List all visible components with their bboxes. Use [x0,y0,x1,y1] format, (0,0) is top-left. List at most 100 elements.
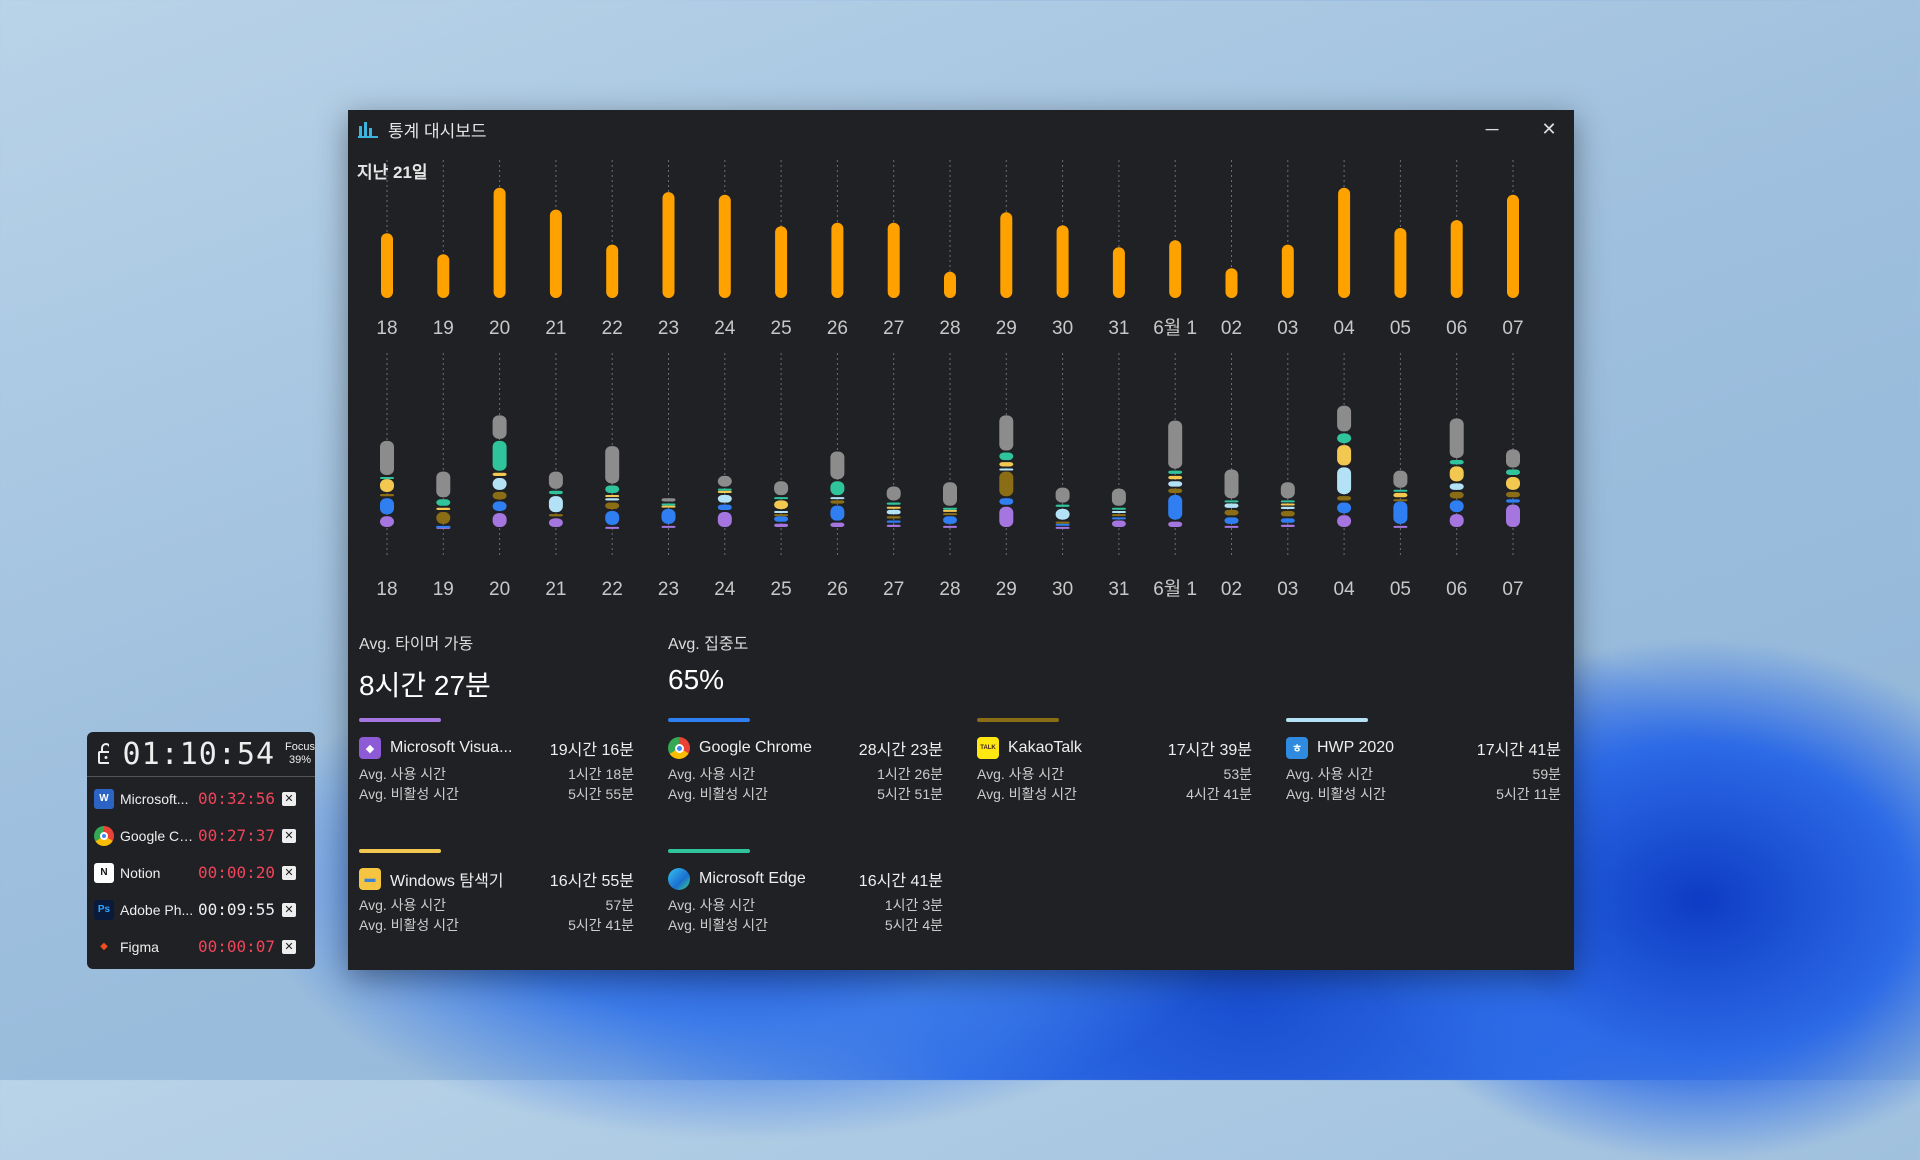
timer-bar [1338,187,1351,298]
x-tick-label: 23 [658,318,679,339]
timer-bar [718,194,731,298]
tracked-app-row[interactable]: W Microsoft... 00:32:56 ✕ [87,780,315,817]
x-tick-label: 27 [883,579,904,600]
avg-idle-value: 4시간 41분 [1186,786,1252,802]
app-usage-segment [943,516,957,524]
tracked-app-name: Adobe Ph... [120,901,194,918]
app-usage-segment [774,497,789,500]
app-usage-segment [605,502,620,509]
app-usage-segment [774,481,789,496]
app-usage-segment [661,508,676,524]
app-color-bar [668,849,750,853]
app-usage-segment [717,512,732,527]
focus-value: 39% [289,754,312,766]
minimize-button[interactable]: ─ [1485,118,1499,139]
timer-bar [1225,268,1238,298]
app-usage-segment [492,472,507,476]
remove-app-button[interactable]: ✕ [282,865,296,880]
app-usage-segment [1393,525,1408,528]
app-usage-segment [774,516,789,522]
app-usage-segment [1224,509,1239,516]
tracked-app-row[interactable]: N Notion 00:00:20 ✕ [87,854,315,891]
x-tick-label: 18 [376,579,397,600]
app-usage-segment [661,503,676,506]
remove-app-button[interactable]: ✕ [282,939,296,954]
avg-focus-value: 65% [668,664,725,695]
app-usage-segment [830,522,845,527]
app-usage-segment [943,509,957,512]
chrome-icon [668,737,690,759]
app-color-bar [359,718,441,722]
app-usage-segment [717,488,732,491]
title-bar: 통계 대시보드 [348,110,1574,148]
tracked-app-row[interactable]: ◆ Figma 00:00:07 ✕ [87,928,315,965]
avg-idle-value: 5시간 55분 [568,786,634,802]
unlock-icon[interactable] [97,743,109,765]
x-tick-label: 6월 1 [1153,317,1197,339]
avg-idle-label: Avg. 비활성 시간 [359,917,459,933]
avg-use-label: Avg. 사용 시간 [359,897,447,913]
avg-use-value: 57분 [605,897,634,913]
x-tick-label: 31 [1108,318,1129,339]
avg-use-label: Avg. 사용 시간 [359,766,447,782]
x-tick-label: 05 [1390,579,1411,600]
kakaotalk-icon: TALK [977,737,999,759]
avg-idle-value: 5시간 41분 [568,917,634,933]
x-tick-label: 03 [1277,318,1298,339]
app-usage-segment [548,496,563,513]
app-usage-segment [1111,507,1126,510]
app-color-bar [1286,718,1368,722]
app-name: HWP 2020 [1317,739,1395,756]
app-usage-segment [774,500,789,509]
app-usage-segment [774,514,789,517]
app-usage-segment [1055,523,1070,526]
app-usage-segment [1168,420,1183,469]
app-usage-segment [1337,496,1352,501]
app-card: ▬ Windows 탐색기 16시간 55분 Avg. 사용 시간 57분 Avg.… [359,849,634,934]
app-usage-segment [886,524,901,527]
app-usage-segment [380,440,394,475]
focus-percent: Focus 39% [285,741,315,767]
app-usage-segment [1280,524,1295,527]
app-usage-segment [1393,470,1408,488]
edge-icon [668,868,690,890]
app-usage-segment [886,486,901,501]
x-tick-label: 20 [489,579,510,600]
remove-app-button[interactable]: ✕ [282,828,296,843]
app-usage-segment [886,502,901,505]
app-usage-segment [1224,503,1239,508]
app-usage-segment [661,525,676,528]
app-usage-segment [436,499,451,506]
timer-bar [1169,240,1182,298]
x-tick-label: 29 [996,579,1017,600]
avg-idle-label: Avg. 비활성 시간 [359,786,459,802]
x-tick-label: 26 [827,318,848,339]
app-usage-segment [380,479,394,492]
remove-app-button[interactable]: ✕ [282,791,296,806]
app-total-time: 16시간 55분 [549,873,634,890]
x-tick-label: 19 [433,579,454,600]
avg-use-value: 53분 [1223,766,1252,782]
close-button[interactable]: ✕ [1541,118,1557,139]
avg-idle-value: 5시간 11분 [1496,786,1561,802]
avg-use-value: 1시간 18분 [568,766,634,782]
app-usage-segment [943,513,957,516]
tracked-app-row[interactable]: Google Ch... 00:27:37 ✕ [87,817,315,854]
x-tick-label: 05 [1390,318,1411,339]
x-tick-label: 31 [1108,579,1129,600]
x-tick-label: 25 [771,579,792,600]
app-usage-segment [436,471,451,498]
x-tick-label: 18 [376,318,397,339]
app-usage-segment [380,493,394,497]
remove-app-button[interactable]: ✕ [282,902,296,917]
x-tick-label: 21 [545,318,566,339]
app-usage-segment [774,523,789,527]
app-usage-segment [1280,518,1295,523]
app-usage-segment [380,498,394,515]
app-usage-segment [1168,521,1183,527]
x-tick-label: 02 [1221,318,1242,339]
tracked-app-row[interactable]: Ps Adobe Ph... 00:09:55 ✕ [87,891,315,928]
app-usage-segment [1111,514,1126,517]
tracked-app-time: 00:00:20 [198,863,276,882]
app-usage-segment [999,415,1014,451]
